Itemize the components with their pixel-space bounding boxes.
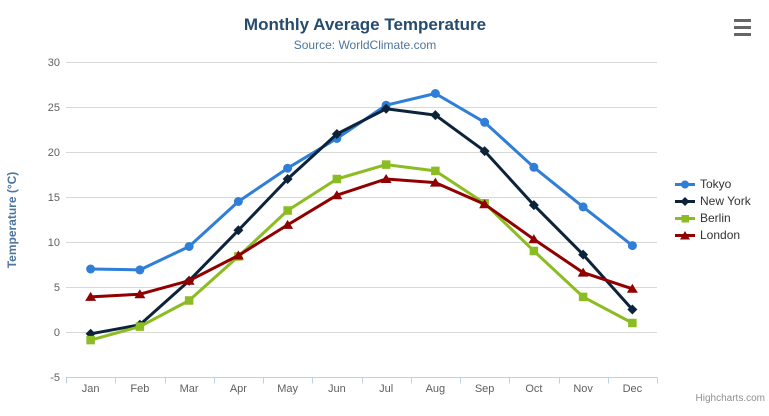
legend-marker-square-icon — [675, 214, 695, 222]
legend-marker-circle-icon — [675, 180, 695, 188]
chart-title: Monthly Average Temperature — [243, 15, 487, 34]
series-marker[interactable] — [626, 283, 638, 293]
series-marker[interactable] — [578, 292, 588, 302]
y-axis-tick-label: 30 — [48, 57, 60, 69]
y-axis-tick-label: 25 — [48, 102, 60, 114]
y-axis-tick-label: 10 — [48, 237, 60, 249]
x-axis-tick-label: May — [277, 383, 298, 395]
series-marker[interactable] — [430, 110, 441, 121]
series-marker[interactable] — [479, 146, 490, 157]
series-marker[interactable] — [183, 275, 195, 285]
x-axis-tick-label: Nov — [573, 383, 593, 395]
series-marker[interactable] — [578, 249, 589, 260]
series-marker[interactable] — [134, 289, 146, 299]
series-marker[interactable] — [480, 117, 490, 127]
series-marker[interactable] — [381, 160, 391, 169]
series-marker[interactable] — [331, 190, 343, 200]
legend: Tokyo New York Berlin London — [674, 176, 751, 243]
legend-marker-triangle-icon — [675, 230, 695, 239]
series-line[interactable] — [89, 107, 634, 336]
series-marker[interactable] — [529, 246, 539, 256]
series-marker[interactable] — [184, 296, 194, 305]
series-marker[interactable] — [283, 206, 292, 215]
series-marker[interactable] — [528, 234, 540, 244]
x-axis-tick-label: Oct — [525, 383, 542, 395]
x-axis-tick-label: Jun — [328, 383, 346, 395]
series-marker[interactable] — [283, 163, 293, 173]
chart-subtitle: Source: WorldClimate.com — [293, 38, 437, 52]
x-axis-labels: Jan Feb Mar Apr May Jun Jul Aug Sep Oct Nov Dec — [82, 383, 643, 395]
series-marker[interactable] — [529, 162, 539, 172]
legend-item-london[interactable]: London — [674, 227, 751, 243]
series-marker[interactable] — [429, 177, 441, 187]
series-marker[interactable] — [184, 242, 194, 251]
x-axis — [66, 377, 658, 384]
y-axis-tick-label: 15 — [48, 192, 60, 204]
series-marker[interactable] — [85, 291, 97, 301]
series-new-york[interactable] — [85, 103, 638, 339]
x-axis-tick-label: Aug — [426, 383, 446, 395]
series-london[interactable] — [85, 174, 638, 301]
series-marker[interactable] — [628, 318, 637, 328]
series-marker[interactable] — [380, 174, 392, 183]
y-axis-tick-label: 5 — [54, 282, 60, 294]
legend-item-tokyo[interactable]: Tokyo — [674, 176, 751, 192]
series-marker[interactable] — [86, 264, 96, 274]
series-marker[interactable] — [528, 200, 539, 211]
series-marker[interactable] — [282, 174, 293, 184]
series-marker[interactable] — [282, 219, 294, 229]
series-marker[interactable] — [627, 304, 638, 315]
x-axis-tick-label: Jan — [82, 383, 100, 395]
series-marker[interactable] — [577, 267, 589, 277]
credits-link[interactable]: Highcharts.com — [695, 393, 765, 404]
series-marker[interactable] — [331, 129, 342, 139]
x-axis-tick-label: Dec — [623, 383, 643, 395]
series-marker[interactable] — [232, 250, 244, 260]
series-marker[interactable] — [86, 335, 95, 345]
legend-marker-diamond-icon — [675, 196, 695, 206]
legend-item-new-york[interactable]: New York — [674, 193, 751, 209]
series-marker[interactable] — [430, 89, 440, 98]
y-axis-tick-label: 20 — [48, 147, 60, 159]
x-axis-tick-label: Mar — [180, 383, 199, 395]
series-marker[interactable] — [135, 322, 145, 331]
legend-item-label: Tokyo — [700, 177, 732, 191]
series-marker[interactable] — [233, 197, 243, 206]
x-axis-tick-label: Jul — [379, 383, 393, 395]
hamburger-icon — [731, 19, 753, 36]
legend-item-label: London — [700, 228, 741, 242]
x-axis-tick-label: Feb — [130, 383, 149, 395]
series-marker[interactable] — [233, 225, 244, 236]
legend-item-label: New York — [700, 194, 751, 208]
series-marker[interactable] — [135, 265, 145, 275]
y-axis-labels: -5 0 5 10 15 20 25 30 — [48, 57, 60, 384]
legend-item-berlin[interactable]: Berlin — [674, 210, 751, 226]
export-menu-button[interactable] — [729, 17, 755, 41]
x-axis-tick-label: Apr — [230, 383, 247, 395]
legend-item-label: Berlin — [700, 211, 731, 225]
series-marker[interactable] — [431, 166, 440, 176]
series-marker[interactable] — [578, 202, 588, 212]
y-axis-title: Temperature (°C) — [5, 172, 19, 269]
x-axis-tick-label: Sep — [475, 383, 495, 395]
y-axis-tick-label: -5 — [50, 372, 60, 384]
series-marker[interactable] — [627, 241, 637, 251]
series-tokyo[interactable] — [86, 89, 637, 275]
gridlines — [66, 62, 657, 378]
series-marker[interactable] — [479, 199, 491, 209]
series-marker[interactable] — [381, 103, 392, 114]
y-axis-tick-label: 0 — [54, 327, 60, 339]
series-line[interactable] — [89, 177, 634, 299]
series-marker[interactable] — [332, 174, 342, 184]
series-line[interactable] — [89, 163, 634, 342]
